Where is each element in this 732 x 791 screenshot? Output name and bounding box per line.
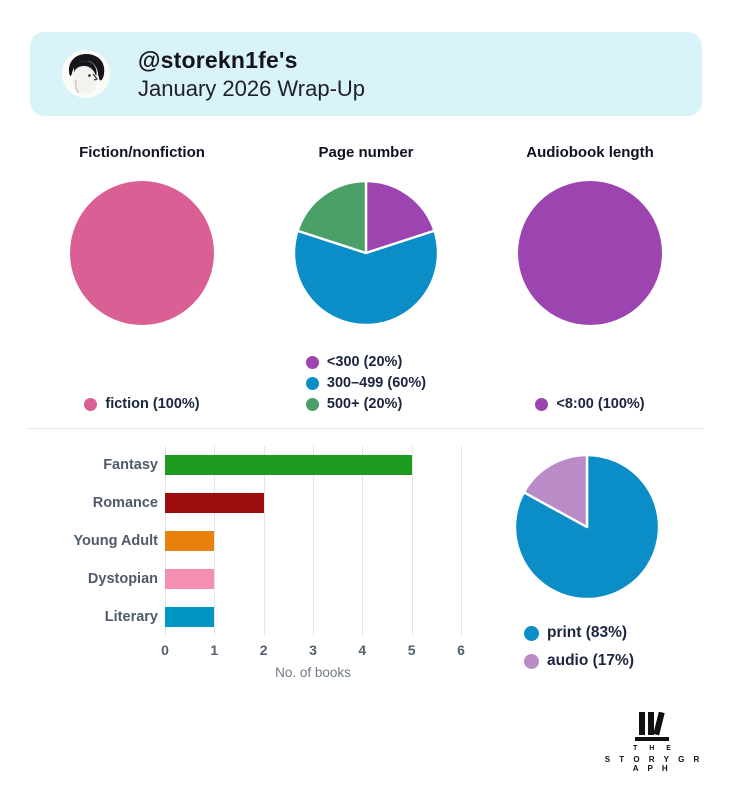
format-legend: print (83%) audio (17%) xyxy=(524,624,634,670)
x-tick-label: 4 xyxy=(358,642,367,658)
x-axis-label: No. of books xyxy=(275,665,351,680)
legend-dot-icon xyxy=(535,397,549,411)
legend-row: 300–499 (60%) xyxy=(305,375,427,391)
gridline xyxy=(461,446,462,636)
legend-label: 300–499 (60%) xyxy=(326,375,427,391)
bar-category-label: Romance xyxy=(92,495,158,511)
format-pie xyxy=(512,452,662,602)
gridline xyxy=(313,446,314,636)
audiobook-length-chart: Audiobook length <8:00 (100%) xyxy=(478,144,702,412)
x-tick-label: 1 xyxy=(210,642,219,658)
bar-plot-area xyxy=(165,446,462,636)
bar-young-adult xyxy=(165,531,215,551)
legend-row: 500+ (20%) xyxy=(305,396,426,412)
gridline xyxy=(411,446,413,636)
bar-fantasy xyxy=(165,455,412,475)
logo-line-the: T H E xyxy=(633,745,676,752)
top-charts-row: Fiction/nonfiction fiction (100%) Page n… xyxy=(30,144,702,412)
books-icon xyxy=(635,712,669,741)
page-number-pie xyxy=(291,178,441,328)
bar-category-label: Young Adult xyxy=(73,533,158,549)
gridline xyxy=(214,446,216,636)
legend-row: <300 (20%) xyxy=(305,354,426,370)
bar-romance xyxy=(165,493,264,513)
bar-dystopian xyxy=(165,569,215,589)
legend-label: <300 (20%) xyxy=(326,354,403,370)
bar-row xyxy=(165,560,461,598)
storygraph-logo: T H E S T O R Y G R A P H xyxy=(596,712,708,773)
genres-bar-chart: Fantasy Romance Young Adult Dystopian Li… xyxy=(30,446,465,680)
bar-literary xyxy=(165,607,215,627)
gridline xyxy=(362,446,364,636)
legend-dot-icon xyxy=(305,376,319,390)
chart-title-audiobook: Audiobook length xyxy=(526,144,654,161)
header-text: @storekn1fe's January 2026 Wrap-Up xyxy=(138,47,365,102)
legend-dot-icon xyxy=(305,397,319,411)
chart-title-fiction: Fiction/nonfiction xyxy=(79,144,205,161)
page-number-legend: <300 (20%) 300–499 (60%) 500+ (20%) xyxy=(305,354,427,412)
legend-dot-icon xyxy=(524,625,539,641)
username-title: @storekn1fe's xyxy=(138,46,298,73)
x-tick-label: 0 xyxy=(161,642,169,658)
bar-category-label: Dystopian xyxy=(87,571,158,587)
x-axis-ticks: 0 1 2 3 4 5 6 xyxy=(161,642,465,664)
x-tick-label: 6 xyxy=(457,642,465,658)
bar-category-label: Fantasy xyxy=(103,457,158,473)
header-banner: @storekn1fe's January 2026 Wrap-Up xyxy=(30,32,702,116)
bars-container xyxy=(165,446,461,636)
bar-row xyxy=(165,598,461,636)
x-tick-label: 2 xyxy=(259,642,268,658)
legend-row: print (83%) xyxy=(524,624,634,642)
bar-row xyxy=(165,484,461,522)
bar-plot-column: 0 1 2 3 4 5 6 No. of books xyxy=(161,446,465,680)
legend-label: print (83%) xyxy=(547,624,628,641)
legend-dot-icon xyxy=(84,397,98,411)
wrapup-subtitle: January 2026 Wrap-Up xyxy=(138,75,366,101)
bar-category-labels: Fantasy Romance Young Adult Dystopian Li… xyxy=(30,446,165,680)
legend-label: audio (17%) xyxy=(547,652,634,669)
audiobook-pie xyxy=(515,178,665,328)
logo-line-storygraph: S T O R Y G R A P H xyxy=(604,755,703,773)
avatar xyxy=(62,50,110,98)
legend-label: <8:00 (100%) xyxy=(556,396,645,412)
bar-row xyxy=(165,522,461,560)
format-chart: print (83%) audio (17%) xyxy=(472,444,702,680)
legend-dot-icon xyxy=(524,653,539,669)
x-tick-label: 3 xyxy=(309,642,317,658)
fiction-pie xyxy=(67,178,217,328)
audiobook-legend: <8:00 (100%) xyxy=(535,396,645,412)
bar-row xyxy=(165,446,461,484)
fiction-legend: fiction (100%) xyxy=(84,396,200,412)
section-divider xyxy=(28,428,704,429)
chart-title-pages: Page number xyxy=(318,144,414,161)
fiction-nonfiction-chart: Fiction/nonfiction fiction (100%) xyxy=(30,144,254,412)
legend-label: 500+ (20%) xyxy=(326,396,403,412)
gridline xyxy=(263,446,265,636)
avatar-illustration xyxy=(62,50,110,98)
legend-label: fiction (100%) xyxy=(105,396,200,412)
legend-dot-icon xyxy=(305,355,319,369)
page-number-chart: Page number <300 (20%) 300–499 (60%) 500… xyxy=(254,144,478,412)
bar-category-label: Literary xyxy=(104,609,158,625)
legend-row: <8:00 (100%) xyxy=(535,396,645,412)
legend-row: audio (17%) xyxy=(524,652,634,670)
legend-row: fiction (100%) xyxy=(84,396,200,412)
x-tick-label: 5 xyxy=(407,642,416,658)
bottom-charts-row: Fantasy Romance Young Adult Dystopian Li… xyxy=(30,444,702,680)
